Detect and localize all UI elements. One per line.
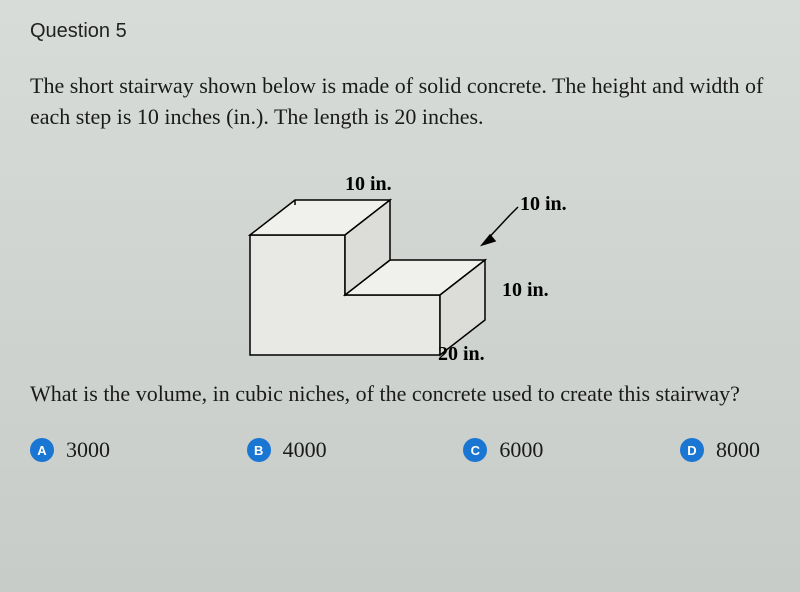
stairway-svg	[210, 145, 590, 375]
dim-step-depth: 10 in.	[502, 279, 549, 302]
option-value-d: 8000	[716, 437, 760, 463]
stairway-diagram: 10 in. 10 in. 10 in. 20 in.	[210, 145, 590, 375]
question-number: Question 5	[30, 20, 770, 43]
option-a[interactable]: A 3000	[30, 437, 110, 463]
option-value-a: 3000	[66, 437, 110, 463]
option-b[interactable]: B 4000	[247, 437, 327, 463]
option-value-c: 6000	[499, 437, 543, 463]
option-value-b: 4000	[283, 437, 327, 463]
diagram-container: 10 in. 10 in. 10 in. 20 in.	[30, 145, 770, 375]
sub-question-text: What is the volume, in cubic niches, of …	[30, 379, 770, 410]
option-badge-d: D	[680, 438, 704, 462]
option-c[interactable]: C 6000	[463, 437, 543, 463]
answer-options: A 3000 B 4000 C 6000 D 8000	[30, 437, 770, 463]
option-badge-a: A	[30, 438, 54, 462]
dim-step-height: 10 in.	[520, 193, 567, 216]
option-badge-b: B	[247, 438, 271, 462]
option-badge-c: C	[463, 438, 487, 462]
question-text: The short stairway shown below is made o…	[30, 71, 770, 133]
dim-length: 20 in.	[438, 343, 485, 366]
dim-top-width: 10 in.	[345, 173, 392, 196]
option-d[interactable]: D 8000	[680, 437, 760, 463]
